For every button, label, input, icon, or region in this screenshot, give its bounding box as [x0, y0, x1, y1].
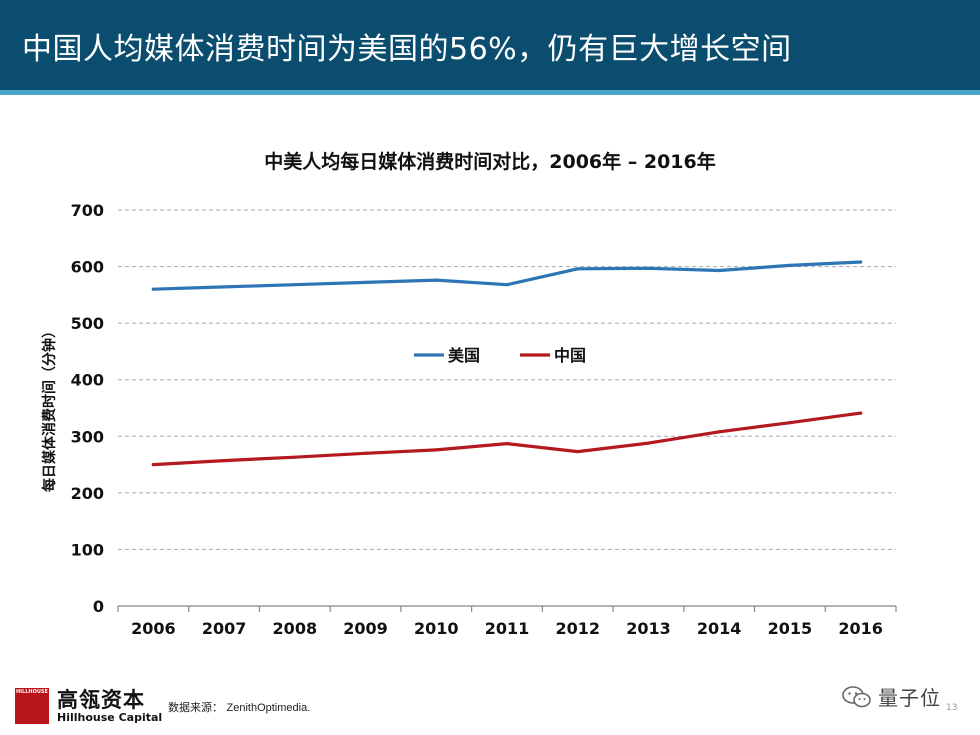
data-point [788, 263, 792, 268]
page-number: 13 [946, 703, 958, 713]
y-tick-label: 700 [71, 201, 104, 220]
slide-title: 中国人均媒体消费时间为美国的56%，仍有巨大增长空间 [22, 32, 792, 67]
data-point [434, 448, 438, 452]
x-tick-label: 2014 [697, 619, 742, 638]
data-point [151, 287, 155, 291]
data-point [363, 280, 368, 285]
y-tick-label: 300 [71, 427, 104, 446]
data-point [505, 442, 509, 446]
y-tick-label: 0 [93, 597, 104, 616]
hillhouse-logo-icon: HILLHOUSE [15, 688, 49, 724]
brand-name-cn: 高瓴资本 [57, 688, 145, 712]
data-point [859, 260, 863, 264]
x-tick-label: 2012 [555, 619, 600, 638]
x-tick-label: 2016 [838, 619, 883, 638]
data-point [717, 268, 721, 273]
data-point [293, 283, 297, 287]
watermark-text: 量子位 [878, 686, 941, 710]
data-point [717, 430, 721, 434]
data-point [363, 451, 368, 455]
y-axis-title: 每日媒体消费时间（分钟） [41, 324, 58, 492]
legend-label: 中国 [554, 346, 586, 365]
x-tick-label: 2015 [768, 619, 813, 638]
data-point [434, 278, 438, 282]
x-tick-label: 2006 [131, 619, 176, 638]
series-line-china [151, 411, 863, 467]
x-tick-label: 2009 [343, 619, 388, 638]
x-tick-label: 2011 [485, 619, 530, 638]
y-tick-label: 500 [71, 314, 104, 333]
data-point [576, 267, 580, 271]
data-point [646, 266, 651, 270]
data-point [576, 449, 580, 454]
wechat-icon [842, 686, 871, 708]
y-tick-label: 100 [71, 540, 104, 559]
chart-title: 中美人均每日媒体消费时间对比，2006年 – 2016年 [264, 151, 716, 173]
x-tick-label: 2010 [414, 619, 459, 638]
legend-label: 美国 [448, 346, 480, 365]
data-source: 数据来源： ZenithOptimedia. [168, 699, 310, 715]
data-point [151, 462, 155, 467]
x-tick-label: 2013 [626, 619, 671, 638]
slide-header: 中国人均媒体消费时间为美国的56%，仍有巨大增长空间 [0, 0, 980, 90]
source-label: 数据来源： [168, 701, 223, 714]
y-tick-label: 400 [71, 371, 104, 390]
x-tick-label: 2008 [273, 619, 318, 638]
data-point [293, 455, 297, 459]
watermark: 量子位 [842, 682, 952, 710]
data-point [646, 441, 651, 445]
header-divider [0, 90, 980, 95]
source-name: ZenithOptimedia. [226, 702, 311, 714]
data-point [222, 285, 226, 289]
y-tick-label: 200 [71, 484, 104, 503]
x-tick-label: 2007 [202, 619, 247, 638]
data-point [859, 411, 863, 415]
data-point [222, 459, 226, 463]
data-point [505, 283, 509, 287]
logo-mark-text: HILLHOUSE [16, 689, 48, 695]
data-point [788, 421, 792, 425]
brand-name-en: Hillhouse Capital [57, 711, 163, 724]
y-tick-label: 600 [71, 258, 104, 277]
